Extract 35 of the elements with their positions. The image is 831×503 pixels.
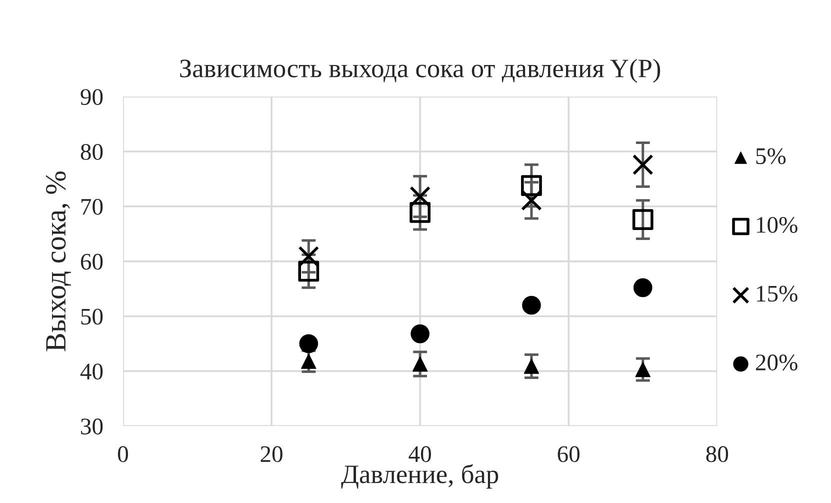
- y-axis-title: Выход сока, %: [46, 172, 72, 352]
- x-tick-label: 0: [118, 446, 128, 462]
- point: [301, 354, 316, 369]
- point: [410, 324, 430, 344]
- y-tick-label: 70: [81, 198, 103, 215]
- legend-label: 10%: [757, 216, 798, 233]
- chart-title: Зависимость выхода сока от давления Y(P): [180, 58, 660, 83]
- y-tick-label: 50: [81, 308, 103, 325]
- point: [298, 260, 320, 282]
- x-axis-title: Давление, бар: [341, 464, 498, 489]
- point: [522, 296, 541, 315]
- point: [521, 190, 542, 211]
- point: [633, 278, 652, 298]
- x-tick-label: 80: [706, 446, 728, 462]
- legend-label: 15%: [757, 286, 798, 302]
- point: [410, 186, 431, 207]
- point: [635, 362, 651, 378]
- point: [521, 175, 542, 196]
- point: [410, 202, 431, 223]
- legend-label: 20%: [756, 354, 798, 371]
- x-tick-label: 40: [408, 446, 431, 462]
- point: [412, 356, 428, 372]
- legend-label: 5%: [756, 148, 786, 164]
- y-tick-label: 60: [80, 254, 103, 270]
- point: [632, 154, 654, 176]
- y-tick-label: 30: [81, 418, 103, 434]
- point: [299, 334, 318, 354]
- point: [298, 246, 320, 267]
- y-tick-label: 40: [80, 364, 103, 380]
- point: [632, 209, 654, 230]
- x-tick-label: 20: [260, 446, 282, 462]
- y-tick-label: 90: [80, 89, 103, 105]
- point: [524, 358, 540, 374]
- y-tick-label: 80: [80, 144, 103, 160]
- x-tick-label: 60: [558, 446, 580, 462]
